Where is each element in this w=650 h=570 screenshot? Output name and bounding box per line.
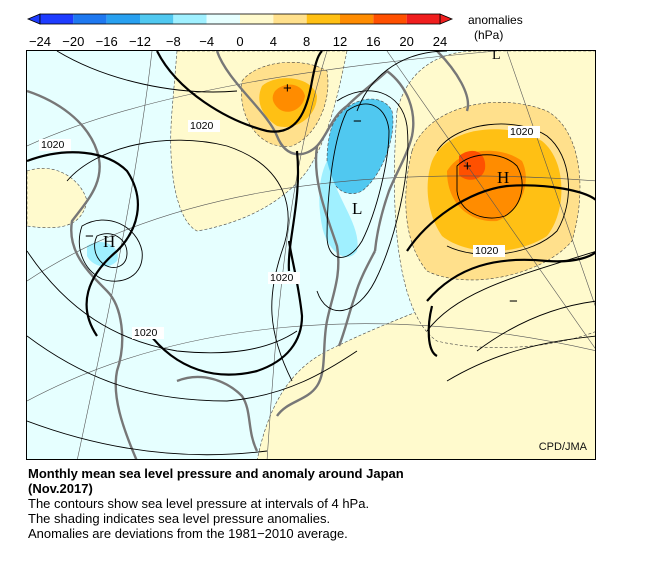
legend-colorbar: −24 −20 −16 −12 −8 −4 0 4 8 12 16 20 24 — [26, 13, 454, 49]
legend-color-cell — [306, 14, 340, 24]
contour-label-background — [188, 120, 220, 132]
legend-tick-label: −4 — [199, 34, 214, 49]
anomaly-minus-west: − — [85, 228, 94, 245]
contour-label-background — [268, 272, 300, 284]
legend-color-cell — [373, 14, 407, 24]
legend-color-cell — [106, 14, 140, 24]
anomaly-region-light-negative-japan-sea — [319, 161, 358, 257]
caption-line-1: The contours show sea level pressure at … — [28, 496, 370, 511]
caption-title-line-2: (Nov.2017) — [28, 481, 93, 496]
legend-title: anomalies — [468, 13, 523, 27]
legend-color-cell — [206, 14, 240, 24]
anomaly-region-deep-orange-north — [272, 84, 305, 112]
legend-tick-label: 8 — [303, 34, 310, 49]
anomaly-plus-north: + — [283, 80, 292, 97]
legend-tick-label: −24 — [29, 34, 51, 49]
coastlines — [27, 51, 470, 459]
legend-tick-label: 4 — [270, 34, 277, 49]
contour-label-1020: 1020 — [134, 327, 158, 339]
anomaly-legend: −24 −20 −16 −12 −8 −4 0 4 8 12 16 20 24 anomalies (h… — [0, 0, 650, 52]
anomaly-region-red-east — [459, 150, 486, 180]
anomaly-minus-southeast: − — [509, 293, 518, 310]
low-pressure-label: L — [352, 199, 362, 218]
legend-color-cell — [140, 14, 174, 24]
high-pressure-label-east: H — [497, 168, 509, 187]
caption-title-line-1: Monthly mean sea level pressure and anom… — [28, 466, 404, 481]
caption-line-3: Anomalies are deviations from the 1981−2… — [28, 526, 348, 541]
low-pressure-label-north: L — [492, 51, 501, 63]
legend-tick-label: 12 — [333, 34, 347, 49]
contour-label-1020: 1020 — [475, 245, 499, 257]
contour-label-1020: 1020 — [41, 139, 65, 151]
high-pressure-label-west: H — [103, 232, 115, 251]
legend-color-cell — [406, 14, 440, 24]
contour-label-1020: 1020 — [270, 272, 294, 284]
legend-color-cell — [240, 14, 274, 24]
legend-tick-label: −12 — [129, 34, 151, 49]
anomaly-region-negative-japan-sea — [326, 98, 394, 194]
anomaly-plus-east: + — [463, 158, 472, 175]
map-canvas: 1020 1020 1020 1020 1020 1020 H H L L + + − −… — [27, 51, 595, 459]
legend-color-cell — [173, 14, 207, 24]
isobars — [27, 51, 595, 456]
legend-color-cell — [40, 14, 74, 24]
legend-right-arrow — [439, 13, 454, 25]
legend-tick-label: −8 — [166, 34, 181, 49]
pressure-anomaly-map: 1020 1020 1020 1020 1020 1020 H H L L + + − −… — [26, 50, 596, 460]
graticule — [27, 51, 595, 459]
caption-line-2: The shading indicates sea level pressure… — [28, 511, 331, 526]
credit-label: CPD/JMA — [538, 441, 587, 453]
anomaly-minus-japan-sea: − — [353, 113, 362, 130]
contour-label-background — [132, 327, 164, 339]
legend-color-cell — [73, 14, 107, 24]
contour-label-1020: 1020 — [190, 120, 214, 132]
legend-tick-label: −16 — [96, 34, 118, 49]
map-caption: Monthly mean sea level pressure and anom… — [28, 466, 628, 541]
legend-left-arrow — [26, 13, 41, 25]
legend-tick-label: 24 — [433, 34, 447, 49]
legend-tick-label: 16 — [366, 34, 380, 49]
contour-label-1020: 1020 — [510, 126, 534, 138]
legend-color-cell — [273, 14, 307, 24]
legend-tick-label: 20 — [399, 34, 413, 49]
contour-label-background — [39, 139, 71, 151]
contour-label-background — [508, 126, 540, 138]
legend-color-cell — [340, 14, 374, 24]
legend-unit: (hPa) — [474, 28, 504, 42]
legend-tick-label: −20 — [62, 34, 84, 49]
contour-label-background — [473, 245, 505, 257]
anomaly-region-pale-west — [27, 168, 88, 229]
legend-tick-label: 0 — [236, 34, 243, 49]
